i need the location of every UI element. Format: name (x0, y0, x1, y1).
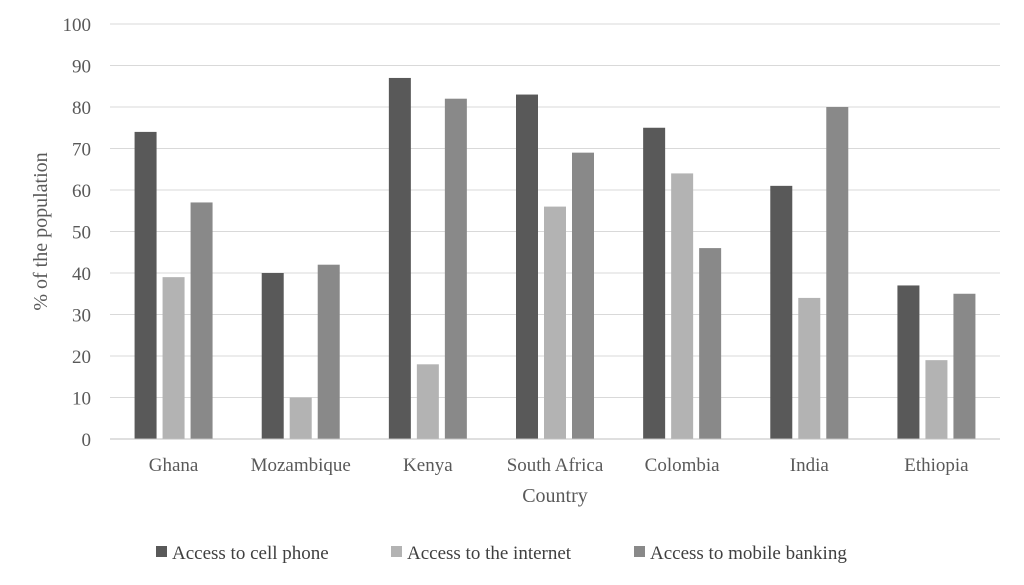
bar-1 (388, 77, 411, 439)
bar-2 (416, 364, 439, 439)
legend-swatch (634, 546, 645, 557)
x-axis-category-labels: Ghana Mozambique Kenya South Africa Colombia… (149, 455, 969, 476)
y-tick-label: 90 (72, 57, 91, 78)
y-axis-title: % of the population (30, 152, 52, 310)
y-tick-label: 40 (72, 264, 91, 285)
legend-swatch (156, 546, 167, 557)
y-tick-label: 10 (72, 389, 91, 410)
y-tick-label: 60 (72, 181, 91, 202)
y-tick-label: 30 (72, 306, 91, 327)
x-category-label: Colombia (645, 455, 721, 476)
bar-2 (798, 297, 821, 439)
y-tick-label: 50 (72, 223, 91, 244)
legend-label: Access to the internet (407, 543, 572, 564)
y-tick-label: 70 (72, 140, 91, 161)
bar-3 (953, 293, 976, 439)
bar-3 (444, 98, 467, 439)
bar-1 (770, 185, 793, 439)
legend-swatch (391, 546, 402, 557)
x-category-label: India (790, 455, 830, 476)
bar-2 (289, 397, 312, 439)
x-axis-title: Country (522, 485, 588, 507)
bar-1 (261, 273, 284, 439)
x-category-label: Kenya (403, 455, 453, 476)
bar-2 (925, 360, 948, 439)
bar-2 (544, 206, 566, 439)
x-category-label: South Africa (507, 455, 604, 476)
bar-2 (671, 173, 694, 439)
y-axis-tick-labels: 0 10 20 30 40 50 60 70 80 90 100 (63, 15, 92, 451)
y-tick-label: 20 (72, 347, 91, 368)
y-tick-label: 100 (63, 15, 92, 36)
x-category-label: Mozambique (251, 455, 351, 476)
bar-1 (897, 285, 920, 439)
legend-label: Access to cell phone (172, 543, 329, 564)
bar-2 (162, 277, 185, 439)
x-category-label: Ethiopia (904, 455, 969, 476)
bar-3 (317, 264, 340, 439)
bar-1 (643, 127, 666, 439)
bar-3 (699, 248, 722, 439)
legend: Access to cell phone Access to the intern… (156, 543, 847, 564)
x-category-label: Ghana (149, 455, 199, 476)
bar-3 (826, 107, 849, 439)
bars (134, 77, 976, 440)
legend-label: Access to mobile banking (650, 543, 847, 564)
bar-1 (516, 94, 538, 440)
bar-3 (572, 152, 594, 439)
bar-3 (190, 202, 213, 439)
y-tick-label: 0 (82, 430, 92, 451)
y-tick-label: 80 (72, 98, 91, 119)
bar-1 (134, 131, 157, 439)
